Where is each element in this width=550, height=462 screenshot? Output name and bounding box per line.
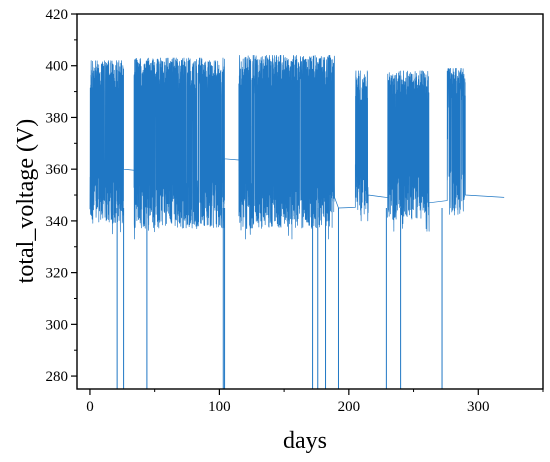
- y-tick-label: 400: [46, 59, 69, 75]
- x-tick-label: 200: [338, 399, 361, 415]
- y-tick-label: 280: [46, 369, 69, 385]
- x-tick-label: 0: [86, 399, 94, 415]
- y-axis-label: total_voltage (V): [13, 119, 39, 284]
- series-line: [89, 55, 505, 240]
- x-tick-label: 300: [467, 399, 490, 415]
- y-tick-label: 380: [46, 110, 69, 126]
- y-tick-label: 340: [46, 214, 69, 230]
- series-layer: [89, 55, 505, 389]
- y-tick-label: 360: [46, 162, 69, 178]
- y-tick-label: 300: [46, 317, 69, 333]
- y-tick-label: 420: [46, 7, 69, 23]
- x-axis-label: days: [283, 428, 327, 454]
- x-tick-label: 100: [208, 399, 231, 415]
- y-tick-label: 320: [46, 266, 69, 282]
- plot-frame: [76, 13, 544, 390]
- axes-layer: 0 100 200 300 280 300 320 340 360 380 400 420: [46, 7, 544, 415]
